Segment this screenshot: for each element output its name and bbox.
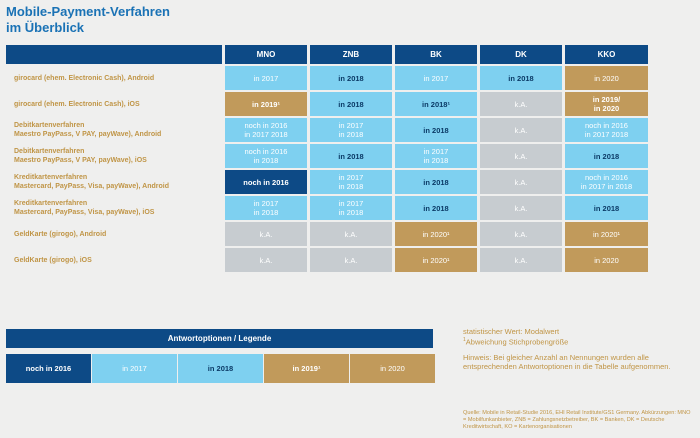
- row-label: girocard (ehem. Electronic Cash), Androi…: [14, 74, 155, 82]
- page-title: Mobile-Payment-Verfahren im Überblick: [6, 4, 170, 36]
- table-cell: in 2020: [565, 248, 648, 272]
- table-cell: in 2018: [565, 144, 648, 168]
- table-cell: k.A.: [480, 248, 562, 272]
- table-cell: noch in 2016 in 2018: [225, 144, 307, 168]
- legend-item: in 2018: [178, 354, 263, 383]
- row-label: girocard (ehem. Electronic Cash), iOS: [14, 100, 140, 108]
- column-header: KKO: [565, 45, 648, 64]
- table-cell: in 2018: [565, 196, 648, 220]
- column-header: BK: [395, 45, 477, 64]
- table-cell: in 2020: [565, 66, 648, 90]
- note-statistic: statistischer Wert: Modalwert: [463, 327, 560, 336]
- row-label: GeldKarte (girogo), Android: [14, 230, 107, 238]
- table-cell: in 2018: [310, 92, 392, 116]
- table-cell: k.A.: [310, 222, 392, 246]
- table-cell: in 2020¹: [395, 248, 477, 272]
- table-cell: noch in 2016 in 2017 2018: [225, 118, 307, 142]
- table-cell: k.A.: [480, 118, 562, 142]
- legend-item: in 2017: [92, 354, 177, 383]
- legend: noch in 2016 in 2017 in 2018 in 2019¹ in 202…: [6, 354, 435, 383]
- table-cell: k.A.: [225, 222, 307, 246]
- column-header: MNO: [225, 45, 307, 64]
- table-cell: in 2018: [395, 118, 477, 142]
- row-label: Debitkartenverfahren Maestro PayPass, V P…: [14, 122, 162, 138]
- table-cell: in 2020¹: [565, 222, 648, 246]
- note-hint: Hinweis: Bei gleicher Anzahl an Nennunge…: [463, 352, 671, 371]
- table-cell: in 2019/in 2020: [565, 92, 648, 116]
- table-cell: in 2017 in 2018: [310, 170, 392, 194]
- row-label: Kreditkartenverfahren Mastercard, PayPass…: [14, 174, 169, 190]
- table-cell: in 2019¹: [225, 92, 307, 116]
- table-cell: in 2020¹: [395, 222, 477, 246]
- payment-matrix-table: MNO ZNB BK DK KKO girocard (ehem. Electronic …: [6, 45, 648, 272]
- legend-title: Antwortoptionen / Legende: [6, 329, 433, 348]
- table-cell: in 2018: [310, 144, 392, 168]
- table-cell: in 2018: [395, 170, 477, 194]
- table-cell: in 2018¹: [395, 92, 477, 116]
- title-line-2: im Überblick: [6, 20, 85, 35]
- table-cell: k.A.: [310, 248, 392, 272]
- table-cell: noch in 2016: [225, 170, 307, 194]
- table-cell: in 2017 in 2018: [310, 196, 392, 220]
- table-cell: k.A.: [480, 144, 562, 168]
- notes: statistischer Wert: Modalwert 1Abweichun…: [463, 327, 693, 377]
- table-cell: k.A.: [480, 170, 562, 194]
- table-cell: k.A.: [480, 92, 562, 116]
- legend-item: in 2019¹: [264, 354, 349, 383]
- title-line-1: Mobile-Payment-Verfahren: [6, 4, 170, 19]
- table-cell: k.A.: [480, 196, 562, 220]
- legend-item: noch in 2016: [6, 354, 91, 383]
- table-cell: k.A.: [225, 248, 307, 272]
- table-cell: k.A.: [480, 222, 562, 246]
- table-cell: in 2017 in 2018: [310, 118, 392, 142]
- legend-item: in 2020: [350, 354, 435, 383]
- source-footnote: Quelle: Mobile in Retail-Studie 2016, EH…: [463, 410, 691, 430]
- table-cell: in 2018: [395, 196, 477, 220]
- table-cell: in 2018: [310, 66, 392, 90]
- table-cell: in 2017: [395, 66, 477, 90]
- table-cell: noch in 2016 in 2017 2018: [565, 118, 648, 142]
- table-cell: in 2017 in 2018: [225, 196, 307, 220]
- table-cell: in 2017: [225, 66, 307, 90]
- column-header: DK: [480, 45, 562, 64]
- table-cell: in 2018: [480, 66, 562, 90]
- header-label-cell: [6, 45, 222, 64]
- note-deviation: 1Abweichung Stichprobengröße: [463, 337, 569, 347]
- column-header: ZNB: [310, 45, 392, 64]
- row-label: GeldKarte (girogo), iOS: [14, 256, 92, 264]
- row-label: Kreditkartenverfahren Mastercard, PayPass…: [14, 200, 155, 216]
- table-cell: in 2017 in 2018: [395, 144, 477, 168]
- table-cell: noch in 2016 in 2017 in 2018: [565, 170, 648, 194]
- row-label: Debitkartenverfahren Maestro PayPass, V P…: [14, 148, 147, 164]
